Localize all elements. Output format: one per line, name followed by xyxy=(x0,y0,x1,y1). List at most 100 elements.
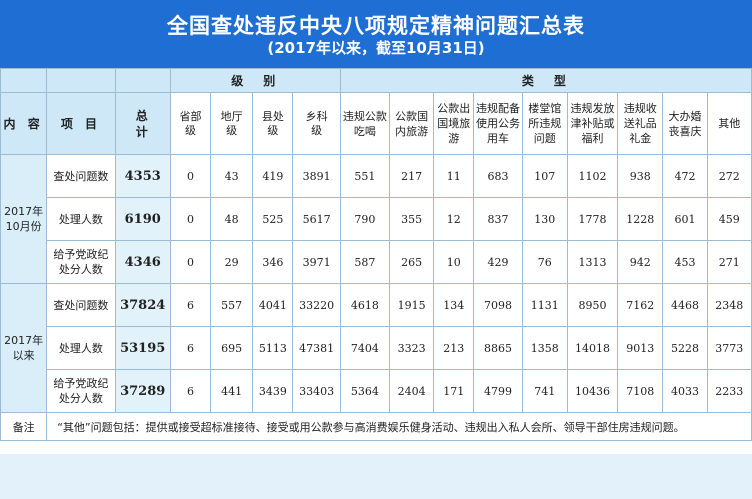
cell-value: 213 xyxy=(433,326,475,370)
row-item-label: 查处问题数 xyxy=(46,283,116,327)
header-spacer-1 xyxy=(0,68,48,93)
cell-value: 3773 xyxy=(706,326,752,370)
cell-value: 441 xyxy=(210,369,254,413)
period-label: 2017年10月份 xyxy=(0,154,48,284)
row-item-label: 给予党政纪处分人数 xyxy=(46,240,116,284)
cell-value: 48 xyxy=(210,197,254,241)
type-label: 违规发放津补贴或福利 xyxy=(570,102,615,145)
row-total: 4353 xyxy=(114,154,171,198)
row-item-label: 处理人数 xyxy=(46,197,116,241)
cell-value: 5364 xyxy=(339,369,390,413)
cell-value: 683 xyxy=(473,154,523,198)
cell-value: 741 xyxy=(521,369,568,413)
cell-value: 0 xyxy=(169,240,212,284)
level-label: 省部级 xyxy=(179,109,202,137)
cell-value: 429 xyxy=(473,240,523,284)
header-type: 公款国内旅游 xyxy=(388,92,435,155)
cell-value: 938 xyxy=(617,154,664,198)
header-type: 楼堂馆所违规问题 xyxy=(521,92,568,155)
cell-value: 7404 xyxy=(339,326,390,370)
cell-value: 355 xyxy=(388,197,435,241)
title-banner: 全国查处违反中央八项规定精神问题汇总表 (2017年以来，截至10月31日) xyxy=(0,0,752,68)
row-total: 37824 xyxy=(114,283,171,327)
header-zongji: 总计 xyxy=(114,92,171,155)
level-label: 县处级 xyxy=(261,109,284,137)
cell-value: 6 xyxy=(169,326,212,370)
cell-value: 1778 xyxy=(566,197,619,241)
cell-value: 557 xyxy=(210,283,254,327)
cell-value: 695 xyxy=(210,326,254,370)
cell-value: 0 xyxy=(169,154,212,198)
header-type: 违规收送礼品礼金 xyxy=(617,92,664,155)
cell-value: 33220 xyxy=(292,283,341,327)
cell-value: 4041 xyxy=(252,283,294,327)
page-subtitle: (2017年以来，截至10月31日) xyxy=(267,39,485,57)
cell-value: 4618 xyxy=(339,283,390,327)
cell-value: 1358 xyxy=(521,326,568,370)
cell-value: 472 xyxy=(662,154,708,198)
cell-value: 346 xyxy=(252,240,294,284)
cell-value: 1915 xyxy=(388,283,435,327)
row-item-label: 查处问题数 xyxy=(46,154,116,198)
cell-value: 130 xyxy=(521,197,568,241)
level-label: 地厅级 xyxy=(220,109,243,137)
cell-value: 43 xyxy=(210,154,254,198)
cell-value: 11 xyxy=(433,154,475,198)
level-label: 乡科级 xyxy=(305,109,328,137)
cell-value: 3971 xyxy=(292,240,341,284)
cell-value: 601 xyxy=(662,197,708,241)
period-label: 2017年以来 xyxy=(0,283,48,413)
cell-value: 5617 xyxy=(292,197,341,241)
cell-value: 525 xyxy=(252,197,294,241)
cell-value: 7162 xyxy=(617,283,664,327)
row-item-label-text: 给予党政纪处分人数 xyxy=(53,377,109,405)
header-level: 县处级 xyxy=(252,92,294,155)
header-jibie: 级 别 xyxy=(169,68,341,93)
period-label-text: 2017年10月份 xyxy=(4,205,44,233)
cell-value: 3439 xyxy=(252,369,294,413)
cell-value: 6 xyxy=(169,369,212,413)
page-title: 全国查处违反中央八项规定精神问题汇总表 xyxy=(167,14,585,38)
cell-value: 453 xyxy=(662,240,708,284)
cell-value: 4799 xyxy=(473,369,523,413)
header-leixing: 类 型 xyxy=(339,68,752,93)
header-type: 大办婚丧喜庆 xyxy=(662,92,708,155)
row-total: 4346 xyxy=(114,240,171,284)
footer-band xyxy=(0,454,752,499)
cell-value: 5113 xyxy=(252,326,294,370)
cell-value: 0 xyxy=(169,197,212,241)
cell-value: 2233 xyxy=(706,369,752,413)
cell-value: 47381 xyxy=(292,326,341,370)
cell-value: 4468 xyxy=(662,283,708,327)
header-type: 违规配备使用公务用车 xyxy=(473,92,523,155)
cell-value: 1228 xyxy=(617,197,664,241)
period-label-text: 2017年以来 xyxy=(4,334,44,362)
cell-value: 76 xyxy=(521,240,568,284)
cell-value: 837 xyxy=(473,197,523,241)
cell-value: 5228 xyxy=(662,326,708,370)
row-item-label: 处理人数 xyxy=(46,326,116,370)
header-spacer-3 xyxy=(114,68,171,93)
cell-value: 3323 xyxy=(388,326,435,370)
cell-value: 8950 xyxy=(566,283,619,327)
cell-value: 2404 xyxy=(388,369,435,413)
row-total: 53195 xyxy=(114,326,171,370)
header-type: 违规公款吃喝 xyxy=(339,92,390,155)
cell-value: 790 xyxy=(339,197,390,241)
row-total: 37289 xyxy=(114,369,171,413)
header-zongji-text: 总计 xyxy=(135,108,152,139)
header-type: 其他 xyxy=(706,92,752,155)
cell-value: 2348 xyxy=(706,283,752,327)
cell-value: 217 xyxy=(388,154,435,198)
cell-value: 14018 xyxy=(566,326,619,370)
cell-value: 6 xyxy=(169,283,212,327)
row-item-label: 给予党政纪处分人数 xyxy=(46,369,116,413)
type-label: 违规收送礼品礼金 xyxy=(623,102,657,145)
cell-value: 942 xyxy=(617,240,664,284)
type-label: 大办婚丧喜庆 xyxy=(668,109,702,138)
cell-value: 29 xyxy=(210,240,254,284)
cell-value: 272 xyxy=(706,154,752,198)
header-neirong: 内 容 xyxy=(0,92,48,155)
type-label: 违规配备使用公务用车 xyxy=(476,102,521,145)
header-type: 违规发放津补贴或福利 xyxy=(566,92,619,155)
